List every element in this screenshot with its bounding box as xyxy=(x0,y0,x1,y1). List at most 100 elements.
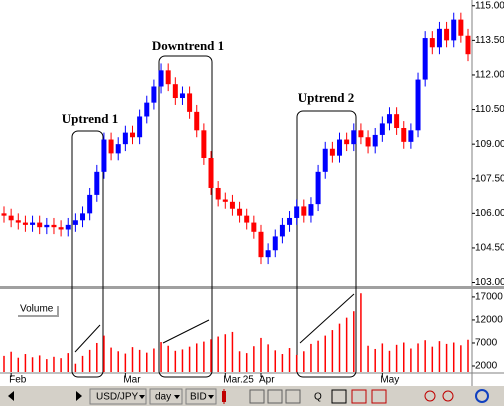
candle-body xyxy=(301,206,307,216)
candle-body xyxy=(172,84,178,99)
candle-body xyxy=(194,111,200,131)
tool-button[interactable] xyxy=(371,389,387,404)
y-tick-label: 103.00 xyxy=(475,277,504,288)
volume-bar xyxy=(53,356,55,372)
volume-bar xyxy=(3,355,5,372)
volume-bar xyxy=(417,343,419,372)
candle-body xyxy=(15,220,21,223)
volume-bar xyxy=(60,358,62,372)
volume-bar xyxy=(445,343,448,372)
candle-body xyxy=(101,139,107,172)
volume-bar xyxy=(253,346,255,372)
tool-button[interactable] xyxy=(285,389,301,404)
volume-bar xyxy=(167,345,169,372)
candle-body xyxy=(279,224,285,237)
candle-body xyxy=(129,132,135,138)
candle-body xyxy=(137,116,143,138)
volume-bar xyxy=(81,355,84,372)
candle-body xyxy=(215,187,221,200)
volume-bar xyxy=(203,341,205,372)
dropdown-arrow xyxy=(208,395,214,399)
volume-bar xyxy=(195,343,198,372)
candle-body xyxy=(315,171,321,205)
tool-button[interactable] xyxy=(267,389,283,404)
candle-body xyxy=(87,194,93,214)
y-tick-label: 107.50 xyxy=(475,173,504,184)
volume-bar xyxy=(424,340,426,372)
candle-body xyxy=(22,222,28,225)
y-tick-label: 2000 xyxy=(475,361,498,372)
period-select[interactable] xyxy=(149,388,183,405)
scroll-right[interactable] xyxy=(76,391,82,401)
volume-bar xyxy=(295,354,298,372)
candle-body xyxy=(401,128,407,142)
volume-bar xyxy=(174,350,177,372)
candle-body xyxy=(58,227,64,230)
candle-body xyxy=(201,130,207,158)
volume-bar xyxy=(381,343,384,372)
volume-bar xyxy=(17,357,20,372)
trend-line xyxy=(162,319,210,344)
zoom-tool[interactable]: Q xyxy=(314,392,322,403)
candle-body xyxy=(258,231,264,258)
candle-body xyxy=(222,199,228,202)
candle-body xyxy=(187,93,193,112)
volume-bar xyxy=(231,331,234,372)
scroll-left[interactable] xyxy=(8,391,14,401)
volume-bar xyxy=(317,340,319,372)
search[interactable] xyxy=(475,389,489,403)
annotation: Downtrend 1 xyxy=(152,38,224,53)
candle-body xyxy=(37,222,43,228)
candle-body xyxy=(272,236,278,251)
x-tick-label: Feb xyxy=(9,375,27,386)
annotation-box xyxy=(158,55,213,378)
volume-bar xyxy=(345,317,348,372)
x-tick-label: Mar xyxy=(123,375,141,386)
volume-bar xyxy=(245,353,248,372)
y-tick-label: 112.00 xyxy=(475,70,504,81)
tool-button[interactable] xyxy=(351,389,367,404)
volume-bar xyxy=(410,348,412,372)
symbol-select[interactable] xyxy=(89,388,147,405)
volume-label-frame xyxy=(18,306,59,317)
candle-body xyxy=(94,171,100,195)
candle-body xyxy=(344,139,350,145)
volume-bar xyxy=(388,350,391,372)
volume-bar xyxy=(67,353,69,372)
panel-divider xyxy=(0,286,504,289)
volume-bar xyxy=(217,336,219,372)
y-tick-label: 17000 xyxy=(475,292,503,303)
candle-body xyxy=(287,217,293,225)
volume-bar xyxy=(181,349,184,372)
volume-bar xyxy=(267,344,269,372)
candle-body xyxy=(436,28,442,48)
zoom-in[interactable] xyxy=(424,390,436,402)
volume-bar xyxy=(110,347,112,372)
y-tick-label: 104.50 xyxy=(475,243,504,254)
candle-body xyxy=(329,148,335,156)
tool-button[interactable] xyxy=(331,389,347,404)
candle-body xyxy=(65,224,71,230)
volume-bar xyxy=(210,339,212,372)
candle-body xyxy=(394,114,400,129)
candle-body xyxy=(229,201,235,209)
candle-body xyxy=(408,130,414,142)
panel-title: Volume xyxy=(20,304,54,315)
candle-body xyxy=(244,215,250,223)
symbol: USD/JPY xyxy=(96,392,139,403)
volume-bar xyxy=(353,311,355,372)
tool-button[interactable] xyxy=(249,389,265,404)
volume-bar xyxy=(138,349,141,372)
price-select[interactable] xyxy=(185,388,217,405)
y-tick-label: 7000 xyxy=(475,338,498,349)
candle-body xyxy=(165,70,171,85)
volume-bar xyxy=(395,344,398,372)
trend-line xyxy=(299,293,355,344)
volume-bar xyxy=(38,355,41,372)
zoom-out[interactable] xyxy=(442,390,454,402)
candle-body xyxy=(44,224,50,228)
volume-bar xyxy=(374,348,376,372)
volume-bar xyxy=(360,293,362,372)
candle-body xyxy=(237,208,243,216)
